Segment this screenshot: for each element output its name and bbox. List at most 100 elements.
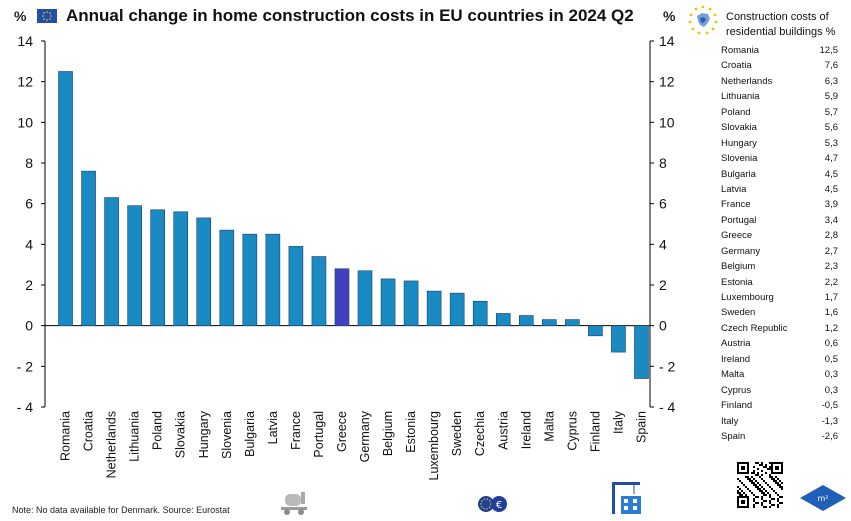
x-tick-label: Estonia [404, 411, 418, 453]
eu-flag-icon [37, 9, 57, 23]
x-tick-label: Hungary [197, 410, 211, 458]
bar [173, 211, 189, 326]
x-tick-label: Malta [542, 411, 556, 442]
table-row: Austria 0,6 [706, 337, 842, 352]
table-value: 6,3 [824, 75, 838, 87]
table-country: Netherlands [721, 75, 773, 87]
y-tick-label-left: 8 [25, 155, 33, 171]
x-tick-label: Greece [335, 411, 349, 452]
concrete-mixer-icon [279, 490, 311, 521]
x-tick-label: Sweden [450, 411, 464, 456]
bar [150, 209, 165, 326]
x-tick-label: Ireland [519, 411, 533, 449]
y-tick-label-left: - 2 [17, 358, 34, 374]
x-tick-label: Netherlands [105, 411, 119, 478]
table-country: Lithuania [721, 91, 760, 103]
table-row: Ireland 0,5 [706, 353, 842, 368]
x-tick-label: Belgium [381, 411, 395, 456]
table-country: Romania [721, 45, 760, 56]
table-value: 0,3 [824, 384, 838, 396]
chart-title: Annual change in home construction costs… [66, 6, 634, 25]
table-value: 1,6 [824, 307, 838, 319]
x-tick-label: Romania [59, 411, 73, 461]
table-row: Czech Republic 1,2 [706, 322, 842, 337]
table-row: France 3,9 [706, 198, 842, 213]
table-value: 2,8 [824, 230, 838, 242]
table-value: 3,4 [824, 214, 838, 226]
table-value: 7,6 [824, 60, 838, 72]
x-tick-label: Poland [151, 411, 165, 450]
table-row: Slovakia 5,6 [706, 121, 842, 136]
table-country: Sweden [721, 307, 756, 319]
bar [288, 246, 304, 326]
svg-text:m²: m² [818, 494, 829, 503]
y-tick-label-right: 8 [659, 155, 667, 171]
table-country: Austria [721, 338, 751, 350]
x-tick-label: Germany [358, 410, 372, 462]
bar [334, 268, 350, 326]
table-row: Latvia 4,5 [706, 183, 842, 198]
y-tick-label-left: 4 [25, 236, 33, 252]
qr-code-icon[interactable] [736, 461, 784, 514]
bar [403, 280, 419, 326]
y-tick-label-left: 14 [17, 33, 33, 49]
bar [542, 319, 557, 326]
y-tick-label-right: 2 [659, 277, 667, 293]
euro-coins-icon: € [475, 494, 509, 519]
y-axis-unit-right: % [663, 8, 676, 24]
table-value: -0,5 [821, 400, 838, 412]
bar [380, 278, 396, 326]
bar [611, 325, 626, 353]
x-tick-label: Bulgaria [243, 411, 257, 457]
x-tick-label: France [289, 411, 303, 450]
table-country: Luxembourg [721, 292, 774, 303]
x-tick-label: Italy [611, 410, 625, 434]
table-country: Bulgaria [721, 168, 756, 180]
table-row: Hungary 5,3 [706, 137, 842, 152]
x-tick-label: Czechia [473, 411, 487, 456]
table-country: Croatia [721, 60, 752, 72]
bar [426, 290, 442, 326]
y-tick-label-left: - 4 [17, 399, 34, 415]
table-country: Slovakia [721, 122, 757, 134]
table-value: 1,2 [824, 322, 838, 334]
table-value: -2,6 [821, 430, 838, 442]
x-tick-label: Cyprus [565, 411, 579, 451]
x-tick-label: Slovakia [174, 411, 188, 458]
eu-map-icon [686, 4, 720, 36]
y-tick-label-left: 0 [25, 318, 33, 334]
table-country: Belgium [721, 261, 756, 273]
table-row: Romania 12,5 [706, 44, 842, 59]
table-country: Finland [721, 400, 753, 412]
table-row: Estonia 2,2 [706, 276, 842, 291]
table-value: 4,5 [824, 183, 838, 195]
y-axis-unit-left: % [14, 8, 27, 24]
table-row: Portugal 3,4 [706, 214, 842, 229]
table-country: Czech Republic [721, 322, 788, 334]
bar [265, 233, 281, 326]
table-country: Poland [721, 106, 751, 118]
y-tick-label-left: 12 [17, 74, 33, 90]
table-row: Croatia 7,6 [706, 59, 842, 74]
y-tick-label-right: 6 [659, 196, 667, 212]
bar [196, 217, 212, 326]
source-note: Note: No data available for Denmark. Sou… [12, 505, 230, 515]
table-row: Poland 5,7 [706, 106, 842, 121]
table-row: Germany 2,7 [706, 245, 842, 260]
x-tick-label: Austria [496, 411, 510, 450]
table-country: Spain [721, 430, 746, 442]
table-row: Malta 0,3 [706, 368, 842, 383]
bar [518, 315, 534, 326]
table-row: Cyprus 0,3 [706, 384, 842, 399]
bar [472, 300, 488, 326]
table-value: 5,6 [824, 122, 838, 134]
y-tick-label-left: 2 [25, 277, 33, 293]
bar [219, 229, 235, 326]
table-row: Italy -1,3 [706, 415, 842, 430]
x-tick-label: Luxembourg [427, 411, 441, 481]
svg-text:€: € [496, 500, 502, 511]
table-row: Finland -0,5 [706, 399, 842, 414]
table-row: Spain -2,6 [706, 430, 842, 445]
bar [495, 313, 511, 326]
